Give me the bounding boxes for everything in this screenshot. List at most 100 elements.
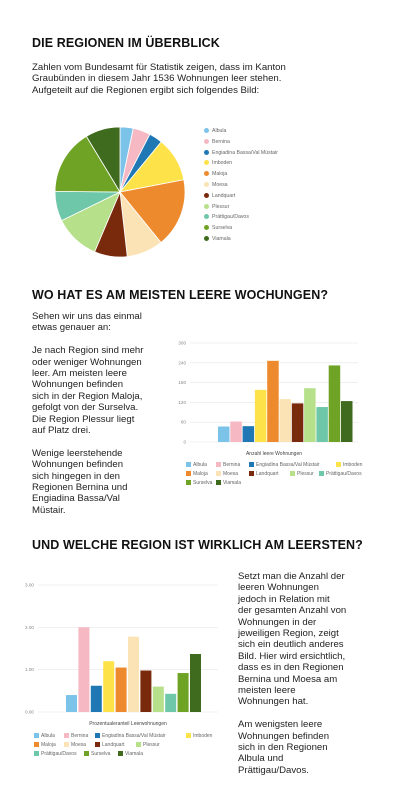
section1-line: Aufgeteilt auf die Regionen ergibt sich … (32, 84, 260, 96)
legend-swatch (204, 138, 209, 144)
bar-legend-label: Maloja (193, 471, 208, 477)
legend-swatch (95, 733, 100, 738)
bar-legend-item: Plessur (136, 742, 160, 748)
bar-legend-item: Albula (186, 462, 207, 468)
y-tick-label: 120 (178, 400, 186, 405)
pie-legend: Albula Bernina Engiadina Bassa/Val Müstair… (204, 128, 324, 248)
bar-pr-ttigau-davos (165, 693, 177, 712)
bar-legend-item: Imboden (186, 733, 212, 739)
legend-swatch (336, 462, 341, 467)
bar-legend-label: Moesa (71, 742, 87, 748)
bar-legend-item: Bernina (64, 733, 88, 739)
section3-line: Albula und (238, 753, 284, 765)
legend-swatch (249, 462, 254, 467)
bar-legend-label: Imboden (193, 733, 213, 739)
section3-line (238, 708, 378, 719)
bar-landquart (291, 403, 304, 442)
legend-swatch (64, 742, 69, 747)
bar-imboden (254, 389, 267, 442)
section3-line: Prättigau/Davos. (238, 764, 309, 776)
bar-chart-percent: 0.00 1.00 2.00 3.00 Prozentualeranteil Leerw… (25, 583, 218, 727)
bar-legend-label: Engiadina Bassa/Val Müstair (256, 462, 320, 468)
legend-swatch (136, 742, 141, 747)
pie-chart (54, 126, 186, 258)
bar-imboden (103, 661, 115, 712)
bar-legend-label: Surselva (193, 480, 213, 486)
bar-legend-item: Imboden (336, 462, 362, 468)
legend-swatch (204, 149, 209, 155)
legend-swatch (204, 236, 209, 241)
section2-line: Regionen Bernina und (32, 482, 128, 494)
bar-surselva (328, 365, 341, 442)
legend-swatch (204, 171, 209, 177)
section3-line: Wohnungen hat. (238, 696, 309, 708)
bar-legend-label: Prättigau/Davos (326, 471, 362, 477)
bar-legend-item: Moesa (64, 742, 86, 748)
section2-heading: WO HAT ES AM MEISTEN LEERE WOCHUNGEN? (32, 288, 329, 302)
bar-surselva (177, 673, 189, 712)
pie-slice-viamala (85, 126, 121, 194)
pie-legend-label: Plessur (212, 203, 230, 210)
bar-legend-label: Engiadina Bassa/Val Müstair (102, 733, 166, 739)
bar-landquart (140, 670, 152, 712)
y-tick-label: 1.00 (25, 667, 34, 672)
x-axis-label: Prozentualeranteil Leerwohnungen (89, 721, 167, 727)
section2-line: Sehen wir uns das einmal (32, 311, 142, 322)
section1-paragraph: Zahlen vom Bundesamt für Statistik zeige… (32, 62, 377, 96)
bar-bernina (230, 421, 242, 442)
bar-legend-item: Albula (34, 733, 55, 739)
bar-legend-label: Albula (41, 733, 55, 739)
legend-swatch (64, 733, 69, 738)
section2-line: Engiadina Bassa/Val (32, 493, 120, 505)
bar-legend-item: Prättigau/Davos (34, 751, 77, 757)
bar-chart-percent-legend: Albula Bernina Engiadina Bassa/Val Müstair… (34, 733, 234, 763)
pie-legend-item: Moesa (204, 182, 228, 188)
section3-line: Wohnungen befinden (238, 730, 330, 742)
section2-line: Die Region Plessur liegt (32, 413, 135, 425)
bar-pr-ttigau-davos (316, 407, 328, 442)
pie-slice-surselva (54, 135, 121, 193)
bar-legend-item: Prättigau/Davos (319, 471, 362, 477)
pie-legend-item: Surselva (204, 225, 232, 231)
section1-line: Zahlen vom Bundesamt für Statistik zeige… (32, 62, 286, 73)
legend-swatch (319, 471, 324, 476)
bar-moesa (128, 636, 139, 712)
section1-heading: DIE REGIONEN IM ÜBERBLICK (32, 36, 220, 50)
section3-line: sich in den Regionen (238, 742, 328, 754)
section3-line: Wohnungen in der (238, 616, 317, 628)
pie-legend-label: Landquart (212, 192, 236, 199)
section2-line: Je nach Region sind mehr (32, 345, 144, 357)
bar-legend-item: Moesa (216, 471, 238, 477)
pie-legend-item: Landquart (204, 192, 236, 199)
legend-swatch (186, 480, 191, 485)
legend-swatch (34, 751, 39, 756)
legend-swatch (216, 480, 221, 485)
section2-line: oder weniger Wohnungen (32, 356, 142, 368)
pie-legend-item: Plessur (204, 203, 230, 210)
pie-legend-label: Viamala (212, 236, 231, 242)
bar-bernina (78, 627, 90, 712)
bar-chart-count-legend: Albula Bernina Engiadina Bassa/Val Müstair… (186, 462, 376, 492)
bar-legend-item: Landquart (249, 471, 279, 477)
section3-line: Setzt man die Anzahl der (238, 571, 345, 582)
section3-line: meisten leere (238, 685, 296, 697)
y-tick-label: 300 (178, 341, 186, 346)
section2-line: sich hingegen in den (32, 470, 121, 482)
y-tick-label: 0.00 (25, 710, 34, 715)
pie-legend-item: Albula (204, 128, 226, 134)
section2-line: etwas genauer an: (32, 322, 111, 334)
legend-swatch (204, 192, 209, 198)
legend-swatch (204, 182, 209, 187)
bar-legend-label: Plessur (143, 742, 160, 748)
bar-legend-label: Albula (193, 462, 207, 468)
section2-line: gefolgt von der Surselva. (32, 402, 139, 414)
bar-maloja (115, 667, 127, 712)
section2-line: Wenige leerstehende (32, 447, 123, 459)
section2-line: sich in der Region Maloja, (32, 390, 143, 402)
pie-legend-item: Maloja (204, 171, 227, 177)
bar-legend-label: Bernina (223, 462, 241, 468)
legend-swatch (186, 471, 191, 476)
pie-legend-label: Albula (212, 128, 227, 134)
pie-legend-label: Prättigau/Davos (212, 214, 249, 221)
section3-line: Am wenigsten leere (238, 719, 323, 731)
